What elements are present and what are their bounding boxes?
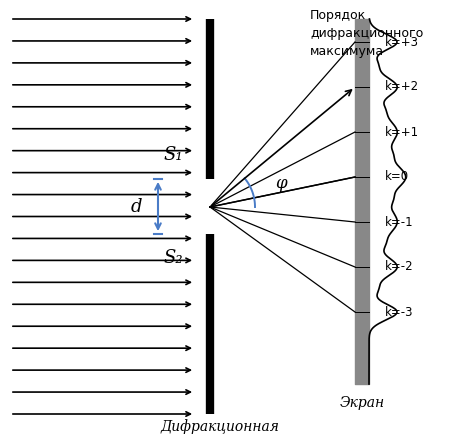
Text: S₂: S₂ <box>164 249 183 267</box>
Text: d: d <box>130 198 142 216</box>
Text: Порядок: Порядок <box>310 9 366 22</box>
Text: φ: φ <box>275 175 287 192</box>
Text: Экран: Экран <box>339 396 384 410</box>
Text: k=0: k=0 <box>385 171 409 184</box>
Text: k=-1: k=-1 <box>385 216 414 228</box>
Text: k=+2: k=+2 <box>385 80 419 93</box>
Text: k=+1: k=+1 <box>385 125 419 138</box>
Text: Дифракционная: Дифракционная <box>161 419 280 434</box>
Text: k=+3: k=+3 <box>385 36 419 49</box>
Text: дифракционного: дифракционного <box>310 27 423 40</box>
Text: k=-2: k=-2 <box>385 260 414 273</box>
Text: максимума: максимума <box>310 45 384 58</box>
Text: S₁: S₁ <box>164 146 183 164</box>
Text: k=-3: k=-3 <box>385 306 413 319</box>
